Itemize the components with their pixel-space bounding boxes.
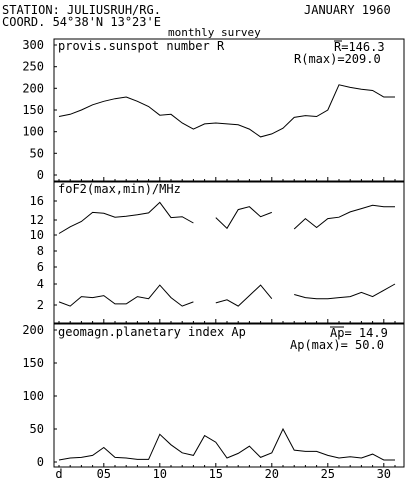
series-line-panel3-1 (58, 427, 395, 461)
sunspot-max-annotation: R(max)=209.0 (294, 52, 381, 66)
y-tick-label: 16 (30, 194, 44, 208)
x-tick-label: 05 (97, 467, 111, 480)
y-tick-label: 0 (37, 455, 44, 469)
station-label: STATION: JULIUSRUH/RG. (2, 3, 161, 17)
x-tick-label: 25 (321, 467, 335, 480)
series-line-panel2-2 (294, 283, 396, 300)
sunspot-mean-annotation: R=146.3 (334, 40, 385, 54)
x-tick-label: d (55, 467, 62, 480)
series-line-panel2-1 (293, 204, 395, 230)
x-tick-label: 10 (153, 467, 167, 480)
y-tick-label: 2 (37, 298, 44, 312)
y-tick-label: 250 (22, 60, 44, 74)
x-tick-label: 20 (265, 467, 279, 480)
y-tick-label: 10 (30, 228, 44, 242)
panel-sunspot-title: provis.sunspot number R (58, 39, 225, 53)
y-tick-label: 150 (22, 356, 44, 370)
series-line-panel1-1 (58, 84, 395, 138)
y-tick-label: 100 (22, 389, 44, 403)
y-tick-label: 300 (22, 38, 44, 52)
y-tick-label: 12 (30, 213, 44, 227)
y-tick-label: 50 (30, 146, 44, 160)
y-tick-label: 8 (37, 244, 44, 258)
y-tick-label: 100 (22, 125, 44, 139)
y-tick-label: 200 (22, 81, 44, 95)
panel-fof2-title: foF2(max,min)/MHz (58, 182, 181, 196)
x-tick-label: 15 (209, 467, 223, 480)
x-tick-label: 30 (377, 467, 391, 480)
series-line-panel2-2 (215, 284, 273, 307)
coordinates-label: COORD. 54°38'N 13°23'E (2, 15, 161, 29)
ap-max-annotation: Ap(max)= 50.0 (290, 338, 384, 352)
y-tick-label: 50 (30, 422, 44, 436)
y-tick-label: 200 (22, 323, 44, 337)
y-tick-label: 150 (22, 103, 44, 117)
month-label: JANUARY 1960 (304, 3, 391, 17)
panel-ap-title: geomagn.planetary index Ap (58, 325, 246, 339)
y-tick-label: 6 (37, 260, 44, 274)
series-line-panel2-2 (58, 284, 194, 307)
ap-mean-annotation: Ap= 14.9 (330, 326, 388, 340)
series-line-panel2-1 (215, 206, 272, 230)
y-tick-label: 4 (37, 277, 44, 291)
panel-fof2-frame (53, 181, 405, 324)
survey-subtitle: monthly survey (168, 26, 261, 39)
series-line-panel2-1 (58, 201, 194, 234)
y-tick-label: 0 (37, 168, 44, 182)
